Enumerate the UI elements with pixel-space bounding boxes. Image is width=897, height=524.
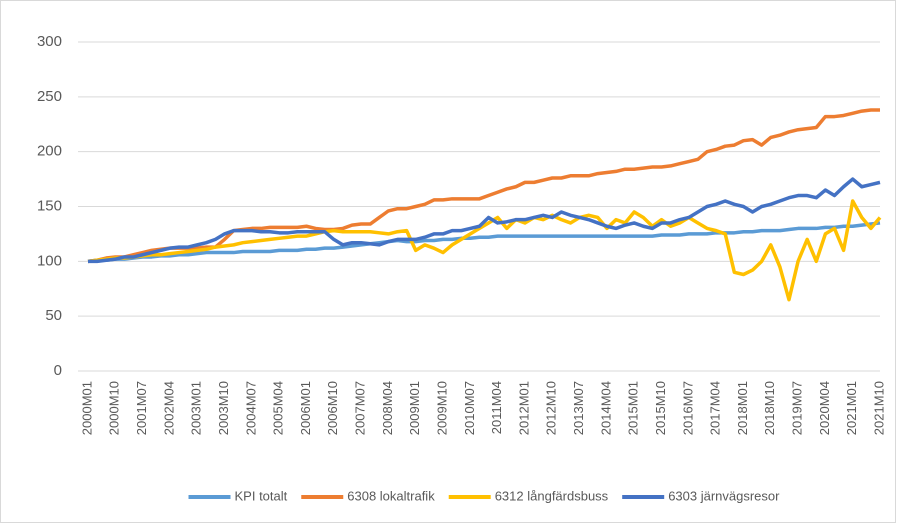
x-tick-label: 2003M01 bbox=[189, 381, 204, 435]
legend-label: KPI totalt bbox=[235, 488, 288, 503]
legend-label: 6308 lokaltrafik bbox=[347, 488, 435, 503]
series-line bbox=[87, 221, 881, 264]
x-tick-label: 2000M01 bbox=[79, 381, 94, 435]
x-tick-label: 2006M10 bbox=[325, 381, 340, 435]
series-line bbox=[88, 177, 881, 264]
x-tick-label: 2001M07 bbox=[134, 381, 149, 435]
x-tick-label: 2015M10 bbox=[653, 381, 668, 435]
x-tick-label: 2002M04 bbox=[161, 381, 176, 435]
x-tick-label: 2006M01 bbox=[298, 381, 313, 435]
x-tick-label: 2003M10 bbox=[216, 381, 231, 435]
x-tick-label: 2004M07 bbox=[243, 381, 258, 435]
x-tick-label: 2015M01 bbox=[626, 381, 641, 435]
x-tick-label: 2008M04 bbox=[380, 381, 395, 435]
y-tick-label: 300 bbox=[37, 33, 62, 50]
y-tick-label: 200 bbox=[37, 143, 62, 160]
x-tick-label: 2018M01 bbox=[735, 381, 750, 435]
x-tick-label: 2012M10 bbox=[544, 381, 559, 435]
x-tick-label: 2009M01 bbox=[407, 381, 422, 435]
x-tick-label: 2014M04 bbox=[598, 381, 613, 435]
y-tick-label: 150 bbox=[37, 197, 62, 214]
x-tick-label: 2011M04 bbox=[489, 381, 504, 434]
x-tick-label: 2016M07 bbox=[680, 381, 695, 435]
x-tick-label: 2021M01 bbox=[844, 381, 859, 435]
series-line bbox=[87, 199, 882, 302]
x-tick-label: 2012M01 bbox=[516, 381, 531, 435]
x-tick-label: 2017M04 bbox=[708, 381, 723, 435]
x-tick-label: 2007M07 bbox=[353, 381, 368, 435]
x-tick-label: 2000M10 bbox=[107, 381, 122, 435]
legend-label: 6312 långfärdsbuss bbox=[495, 488, 609, 503]
legend-label: 6303 järnvägsresor bbox=[668, 488, 780, 503]
x-tick-label: 2010M07 bbox=[462, 381, 477, 435]
x-tick-label: 2018M10 bbox=[762, 381, 777, 435]
x-tick-label: 2013M07 bbox=[571, 381, 586, 435]
x-tick-label: 2021M10 bbox=[871, 381, 886, 435]
x-tick-label: 2019M07 bbox=[790, 381, 805, 435]
y-tick-label: 50 bbox=[45, 307, 62, 324]
x-tick-label: 2005M04 bbox=[271, 381, 286, 435]
y-tick-label: 250 bbox=[37, 88, 62, 105]
series-line bbox=[87, 108, 880, 264]
y-tick-label: 0 bbox=[54, 362, 62, 379]
y-tick-label: 100 bbox=[37, 252, 62, 269]
x-tick-label: 2020M04 bbox=[817, 381, 832, 435]
x-tick-label: 2009M10 bbox=[434, 381, 449, 435]
